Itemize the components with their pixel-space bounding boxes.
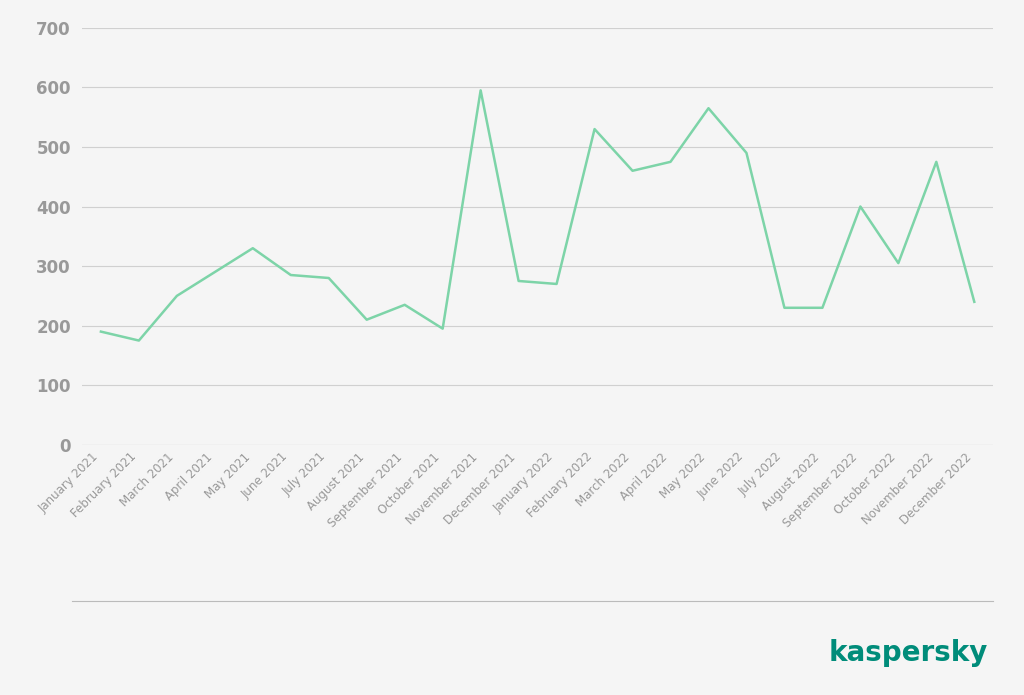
Text: kaspersky: kaspersky xyxy=(828,639,988,667)
